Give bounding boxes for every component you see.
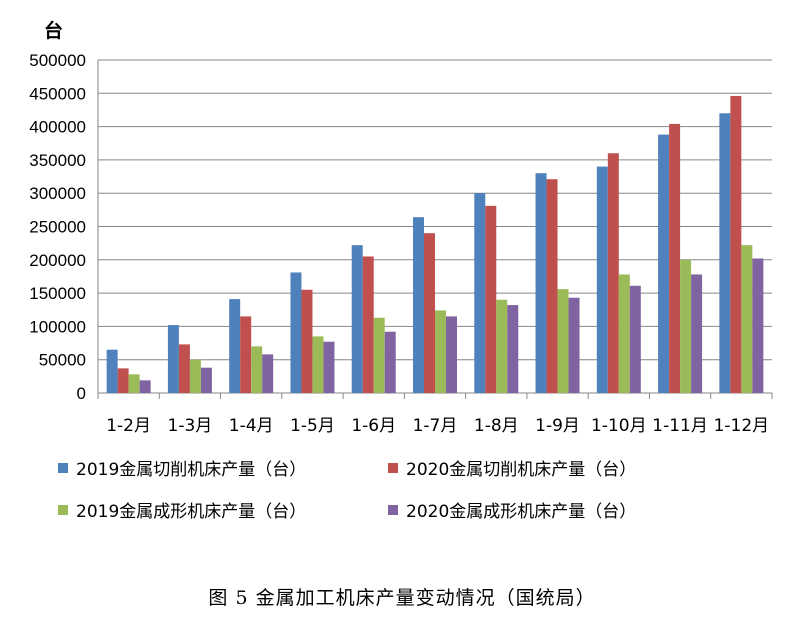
x-tick-label: 1-5月 <box>290 416 335 436</box>
bar <box>424 233 435 393</box>
bar <box>167 325 179 393</box>
legend-label: 2019金属成形机床产量（台） <box>76 502 307 522</box>
bar <box>658 134 670 394</box>
bar <box>373 317 385 393</box>
bar <box>607 153 619 393</box>
bar <box>730 95 742 394</box>
y-axis-unit-label: 台 <box>44 20 64 42</box>
x-tick-label: 1-2月 <box>106 416 151 436</box>
bar <box>362 256 374 393</box>
bar <box>229 299 241 393</box>
x-tick-label: 1-3月 <box>168 416 213 436</box>
legend-item-2020-cutting: 2020金属切削机床产量（台） <box>388 455 636 480</box>
bar <box>535 173 547 393</box>
bar <box>312 336 324 393</box>
bar <box>474 193 486 393</box>
legend-label: 2020金属成形机床产量（台） <box>406 502 637 522</box>
bar <box>669 123 681 393</box>
bar <box>557 289 569 393</box>
bar <box>351 245 363 393</box>
legend-swatch <box>58 504 68 515</box>
bar <box>546 179 558 393</box>
bar <box>496 299 508 393</box>
bar <box>301 289 313 393</box>
x-tick-label: 1-12月 <box>714 416 770 436</box>
legend-swatch <box>388 504 398 515</box>
bar <box>719 113 731 393</box>
bar <box>200 367 212 393</box>
bar <box>106 349 118 393</box>
figure-caption: 图 5 金属加工机床产量变动情况（国统局） <box>208 587 596 609</box>
y-tick-label: 100000 <box>29 317 86 336</box>
bar <box>691 274 703 393</box>
y-tick-label: 150000 <box>29 284 86 303</box>
legend-item-2019-forming: 2019金属成形机床产量（台） <box>58 497 306 522</box>
x-tick-label: 1-8月 <box>474 416 519 436</box>
legend-item-2020-forming: 2020金属成形机床产量（台） <box>388 497 636 522</box>
bar <box>189 359 201 393</box>
x-tick-label: 1-11月 <box>652 416 708 436</box>
bar <box>741 245 753 393</box>
x-tick-label: 1-6月 <box>351 416 396 436</box>
bar <box>435 310 446 393</box>
bar <box>139 380 151 393</box>
bar <box>485 205 497 393</box>
x-tick-label: 1-9月 <box>535 416 580 436</box>
y-tick-label: 350000 <box>29 151 86 170</box>
legend-swatch <box>388 462 398 473</box>
legend-label: 2019金属切削机床产量（台） <box>76 460 307 480</box>
bar <box>262 354 274 393</box>
x-tick-label: 1-10月 <box>591 416 647 436</box>
bar <box>128 374 140 393</box>
bar <box>413 217 424 393</box>
bar <box>117 368 129 393</box>
y-tick-label: 250000 <box>29 218 86 237</box>
bar <box>290 272 302 393</box>
legend-swatch <box>58 462 68 473</box>
y-tick-label: 200000 <box>29 251 86 270</box>
y-tick-label: 450000 <box>29 84 86 103</box>
bar <box>752 258 764 393</box>
bar <box>507 305 519 393</box>
bar <box>618 274 630 393</box>
bar <box>323 341 335 393</box>
bar <box>629 285 641 393</box>
legend-label: 2020金属切削机床产量（台） <box>406 460 637 480</box>
bar <box>240 316 252 393</box>
x-tick-label: 1-7月 <box>413 416 458 436</box>
y-tick-label: 400000 <box>29 118 86 137</box>
legend-item-2019-cutting: 2019金属切削机床产量（台） <box>58 455 306 480</box>
y-tick-label: 50000 <box>39 351 86 370</box>
y-tick-label: 500000 <box>29 51 86 70</box>
x-tick-label: 1-4月 <box>229 416 274 436</box>
bar <box>384 331 396 393</box>
bar-chart: 0 50000 100000 150000 200000 250000 300000 3500… <box>29 51 773 436</box>
bar <box>596 166 608 393</box>
bar <box>178 344 190 393</box>
y-tick-label: 300000 <box>29 184 86 203</box>
chart-legend: 2019金属切削机床产量（台） 2020金属切削机床产量（台） 2019金属成形… <box>58 455 778 535</box>
bar <box>680 259 692 393</box>
bar <box>251 346 263 393</box>
bar <box>568 297 580 393</box>
bar <box>446 316 457 393</box>
y-tick-label: 0 <box>77 384 86 403</box>
